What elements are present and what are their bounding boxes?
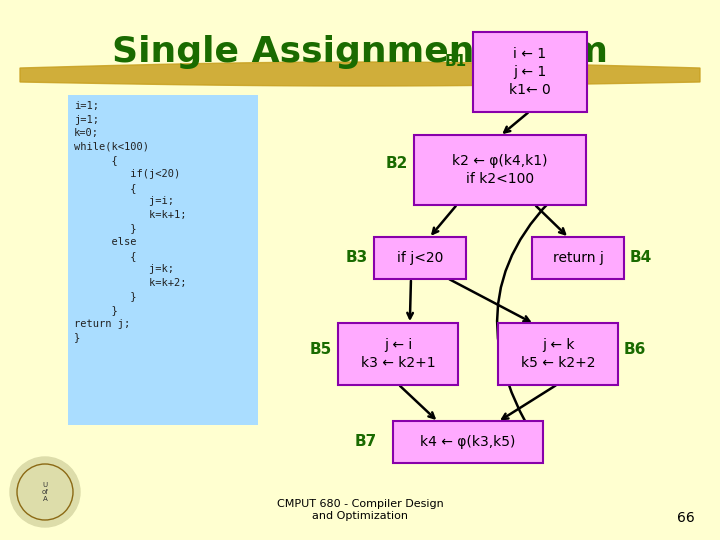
Text: if j<20: if j<20 — [397, 251, 444, 265]
Text: B5: B5 — [310, 342, 332, 357]
FancyBboxPatch shape — [68, 95, 258, 425]
Text: k4 ← φ(k3,k5): k4 ← φ(k3,k5) — [420, 435, 516, 449]
Circle shape — [10, 457, 80, 527]
Text: U
of
A: U of A — [42, 482, 48, 502]
Text: i=1;
j=1;
k=0;
while(k<100)
      {
         if(j<20)
         {
            j=i: i=1; j=1; k=0; while(k<100) { if(j<20) {… — [74, 101, 186, 342]
Text: B2: B2 — [386, 157, 408, 172]
Text: return j: return j — [552, 251, 603, 265]
FancyBboxPatch shape — [374, 237, 466, 279]
Text: B1: B1 — [445, 55, 467, 70]
FancyBboxPatch shape — [473, 32, 587, 112]
Text: j ← i
k3 ← k2+1: j ← i k3 ← k2+1 — [361, 338, 436, 370]
FancyBboxPatch shape — [532, 237, 624, 279]
Text: i ← 1
j ← 1
k1← 0: i ← 1 j ← 1 k1← 0 — [509, 46, 551, 97]
FancyBboxPatch shape — [338, 323, 458, 385]
FancyBboxPatch shape — [393, 421, 543, 463]
FancyBboxPatch shape — [414, 135, 586, 205]
Text: k2 ← φ(k4,k1)
if k2<100: k2 ← φ(k4,k1) if k2<100 — [452, 154, 548, 186]
Text: B6: B6 — [624, 342, 646, 357]
Text: B3: B3 — [346, 251, 368, 266]
FancyBboxPatch shape — [498, 323, 618, 385]
Text: CMPUT 680 - Compiler Design
and Optimization: CMPUT 680 - Compiler Design and Optimiza… — [276, 498, 444, 522]
Text: Single Assignment Form: Single Assignment Form — [112, 35, 608, 69]
Text: j ← k
k5 ← k2+2: j ← k k5 ← k2+2 — [521, 338, 595, 370]
Text: B4: B4 — [630, 251, 652, 266]
Text: B7: B7 — [355, 435, 377, 449]
Polygon shape — [20, 62, 700, 86]
Text: 66: 66 — [678, 511, 695, 525]
